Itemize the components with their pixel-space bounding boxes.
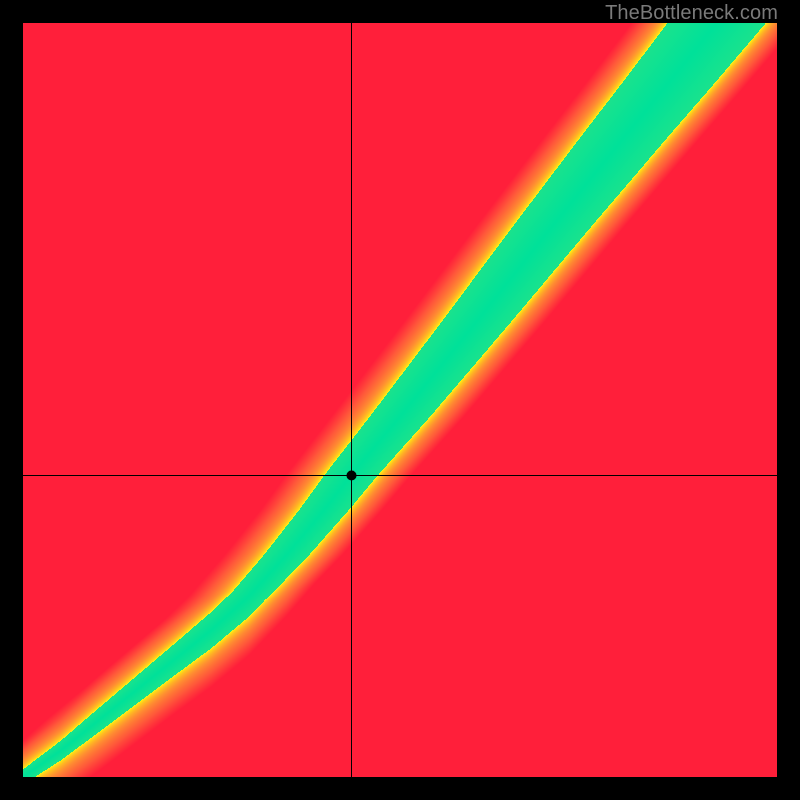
watermark-text: TheBottleneck.com	[605, 2, 778, 25]
chart-container: TheBottleneck.com	[0, 0, 800, 800]
heatmap-canvas	[23, 23, 777, 777]
heatmap-plot	[23, 23, 777, 777]
